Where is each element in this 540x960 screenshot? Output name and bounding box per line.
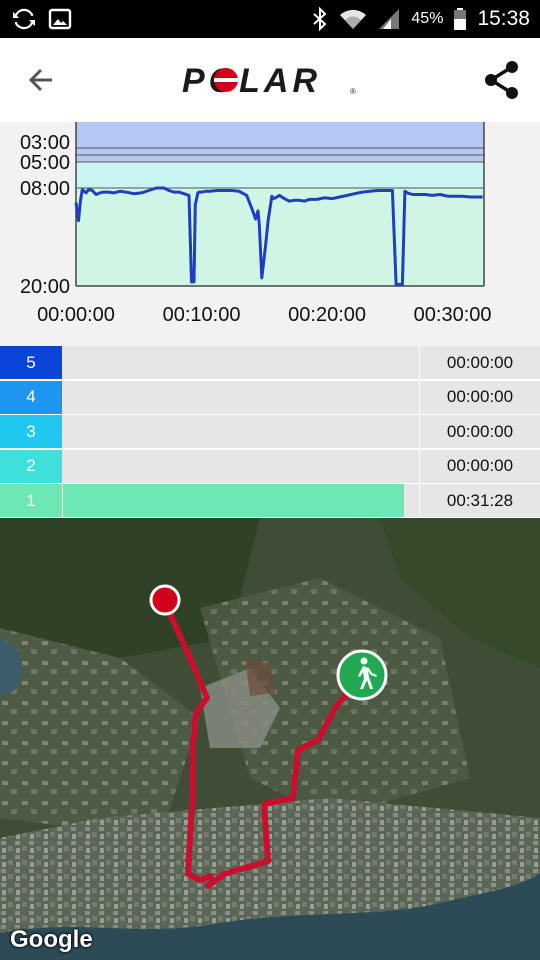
zone-number: 4 xyxy=(0,380,62,414)
zone-time: 00:00:00 xyxy=(419,415,540,448)
sync-icon xyxy=(13,8,35,30)
share-button[interactable] xyxy=(480,58,524,102)
signal-icon xyxy=(379,9,400,29)
zone-row-2: 2 00:00:00 xyxy=(0,449,540,483)
polar-logo: POLAR ® xyxy=(180,62,360,100)
pace-chart: 03:00 05:00 08:00 20:00 00:00:00 00:10:00 00:2… xyxy=(0,122,540,346)
wifi-icon xyxy=(340,9,367,29)
map-fields-east xyxy=(380,518,540,668)
status-bar: 45% 15:38 xyxy=(0,0,540,38)
zone-bar xyxy=(63,449,418,483)
zone-time: 00:00:00 xyxy=(419,380,540,414)
route-map[interactable]: Google xyxy=(0,518,540,960)
zone-table: 5 00:00:00 4 00:00:00 3 00:00:00 2 00:00:00 1 00:… xyxy=(0,346,540,518)
svg-text:®: ® xyxy=(350,87,356,96)
x-tick-label: 00:10:00 xyxy=(163,304,241,326)
map-river xyxy=(0,873,540,960)
zone-number: 3 xyxy=(0,415,62,448)
map-lake xyxy=(0,638,23,695)
x-tick-label: 00:30:00 xyxy=(414,304,492,326)
y-tick-label: 03:00 xyxy=(20,132,70,154)
arrow-left-icon xyxy=(28,68,52,92)
zone-row-1: 1 00:31:28 xyxy=(0,484,540,517)
zone-time: 00:00:00 xyxy=(419,449,540,483)
zone-time: 00:00:00 xyxy=(419,346,540,379)
zone-bar xyxy=(63,484,418,517)
bluetooth-icon xyxy=(313,7,327,31)
map-track xyxy=(245,658,275,696)
back-button[interactable] xyxy=(22,60,62,100)
zone-number: 1 xyxy=(0,484,62,517)
x-tick-label: 00:20:00 xyxy=(288,304,366,326)
app-bar: POLAR ® xyxy=(0,38,540,122)
gallery-icon xyxy=(48,8,72,30)
map-suburb-center xyxy=(200,578,470,818)
map-town xyxy=(0,798,540,938)
route-line xyxy=(162,597,365,889)
battery-icon xyxy=(454,8,467,30)
logo-text: POLAR xyxy=(182,62,321,98)
finish-dot-icon[interactable] xyxy=(149,584,181,616)
zone-row-3: 3 00:00:00 xyxy=(0,415,540,448)
x-tick-label: 00:00:00 xyxy=(37,304,115,326)
walking-person-icon[interactable] xyxy=(336,649,388,701)
clock: 15:38 xyxy=(477,7,530,30)
zone-row-4: 4 00:00:00 xyxy=(0,380,540,414)
battery-percent: 45% xyxy=(411,10,444,27)
zone-bar xyxy=(63,380,418,414)
zone-time: 00:31:28 xyxy=(419,484,540,517)
y-tick-label: 20:00 xyxy=(20,276,70,298)
y-tick-label: 05:00 xyxy=(20,152,70,174)
pace-band xyxy=(76,162,484,188)
zone-number: 2 xyxy=(0,449,62,483)
zone-number: 5 xyxy=(0,346,62,379)
map-suburb-west xyxy=(0,628,200,838)
pace-line xyxy=(74,186,483,286)
zone-bar xyxy=(63,346,418,379)
map-svg xyxy=(0,518,540,960)
zone-bar xyxy=(63,415,418,448)
y-tick-label: 08:00 xyxy=(20,178,70,200)
pace-band xyxy=(76,122,484,162)
zone-row-5: 5 00:00:00 xyxy=(0,346,540,379)
pace-band xyxy=(76,188,484,286)
map-fields xyxy=(0,518,260,658)
google-attribution: Google xyxy=(10,926,93,953)
share-icon xyxy=(485,61,518,99)
zone-bar-fill xyxy=(63,484,404,517)
